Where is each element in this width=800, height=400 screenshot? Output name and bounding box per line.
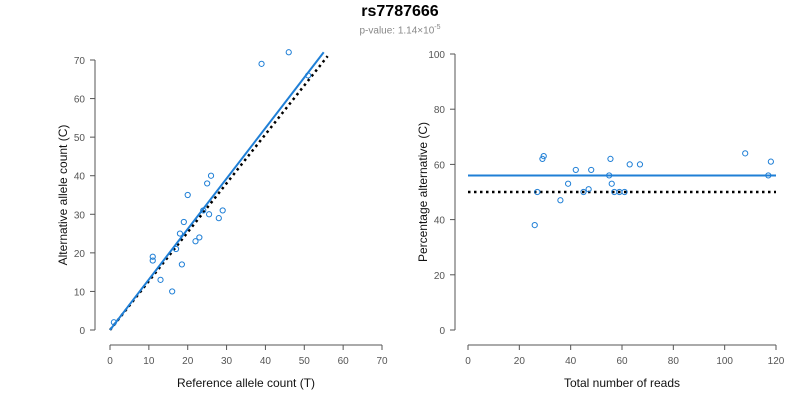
left-x-axis-title: Reference allele count (T) <box>177 376 315 390</box>
left-data-point <box>157 276 164 283</box>
left-y-tick-label: 40 <box>74 172 86 183</box>
right-data-point <box>626 161 633 168</box>
left-y-tick-label: 70 <box>74 56 86 67</box>
right-data-point <box>531 222 538 229</box>
left-y-tick-label: 30 <box>74 210 86 221</box>
left-data-point <box>215 215 222 222</box>
right-y-tick-label: 100 <box>428 50 445 61</box>
right-data-point <box>606 172 613 179</box>
left-x-tick-label: 40 <box>260 356 272 367</box>
right-data-point <box>557 197 564 204</box>
right-data-point <box>636 161 644 168</box>
left-data-point <box>172 245 180 253</box>
right-x-tick-label: 100 <box>716 356 733 367</box>
left-data-point <box>169 288 176 295</box>
left-data-point <box>196 234 203 241</box>
p-value-text: p-value: 1.14×10 <box>359 25 435 37</box>
right-data-point <box>767 158 774 165</box>
left-data-point <box>205 211 213 218</box>
right-data-point <box>580 188 587 196</box>
right-x-tick-label: 20 <box>514 356 526 367</box>
right-data-point <box>607 155 614 162</box>
left-data-point <box>180 218 187 226</box>
right-data-point <box>608 180 615 187</box>
left-data-point <box>149 253 156 260</box>
left-data-point <box>204 180 211 187</box>
left-data-point <box>200 207 207 214</box>
right-x-tick-label: 120 <box>768 356 785 367</box>
p-value-exponent: -5 <box>434 24 441 31</box>
right-y-tick-label: 20 <box>434 271 446 282</box>
right-x-tick-label: 0 <box>465 356 471 367</box>
left-x-tick-label: 50 <box>299 356 311 367</box>
left-data-point <box>219 207 226 214</box>
right-y-tick-label: 80 <box>434 105 446 116</box>
left-data-point <box>178 261 185 268</box>
p-value-subtitle: p-value: 1.14×10-5 <box>0 24 800 36</box>
right-scatter-panel: 0 20 40 60 80 100 120 0 20 40 60 80 100 Total number … <box>416 50 785 390</box>
right-data-point <box>572 166 579 174</box>
right-y-axis-title: Percentage alternative (C) <box>416 122 430 262</box>
left-data-point <box>192 238 199 245</box>
left-data-point <box>207 172 215 179</box>
right-x-tick-label: 60 <box>616 356 628 367</box>
right-data-point <box>765 172 772 179</box>
left-x-tick-label: 60 <box>338 356 350 367</box>
right-x-tick-label: 40 <box>565 356 577 367</box>
left-x-tick-label: 0 <box>107 356 113 367</box>
right-data-point <box>540 153 547 160</box>
right-y-tick-label: 0 <box>439 326 445 337</box>
left-data-point <box>184 191 191 199</box>
left-y-tick-label: 10 <box>74 287 86 298</box>
left-y-tick-label: 50 <box>74 133 86 144</box>
left-data-point <box>305 72 312 79</box>
left-reference-line <box>109 55 329 331</box>
left-data-point <box>176 230 184 237</box>
left-x-tick-label: 30 <box>221 356 233 367</box>
left-data-point <box>149 257 156 264</box>
left-scatter-panel: 0 10 20 30 40 50 60 70 0 10 20 30 40 50 60 70 Reference … <box>56 49 388 390</box>
left-y-tick-label: 60 <box>74 95 86 106</box>
right-data-point <box>588 166 595 174</box>
left-x-tick-label: 20 <box>182 356 194 367</box>
right-data-point <box>742 150 749 157</box>
right-y-tick-label: 40 <box>434 216 446 227</box>
left-y-axis-title: Alternative allele count (C) <box>56 125 70 266</box>
right-x-axis-title: Total number of reads <box>564 376 680 390</box>
chart-title: rs7787666 <box>361 3 439 20</box>
right-data-point <box>585 186 592 193</box>
left-fit-line <box>109 51 325 331</box>
left-y-tick-label: 20 <box>74 249 86 260</box>
right-y-tick-label: 60 <box>434 160 446 171</box>
left-x-tick-label: 70 <box>376 356 388 367</box>
left-y-tick-label: 0 <box>79 326 85 337</box>
right-data-point <box>621 188 628 196</box>
left-x-tick-label: 10 <box>143 356 155 367</box>
right-data-point <box>534 188 541 196</box>
left-data-point <box>285 49 292 56</box>
right-x-tick-label: 80 <box>668 356 680 367</box>
left-data-point <box>258 60 265 67</box>
right-data-point <box>565 180 572 187</box>
left-data-point <box>110 319 117 326</box>
